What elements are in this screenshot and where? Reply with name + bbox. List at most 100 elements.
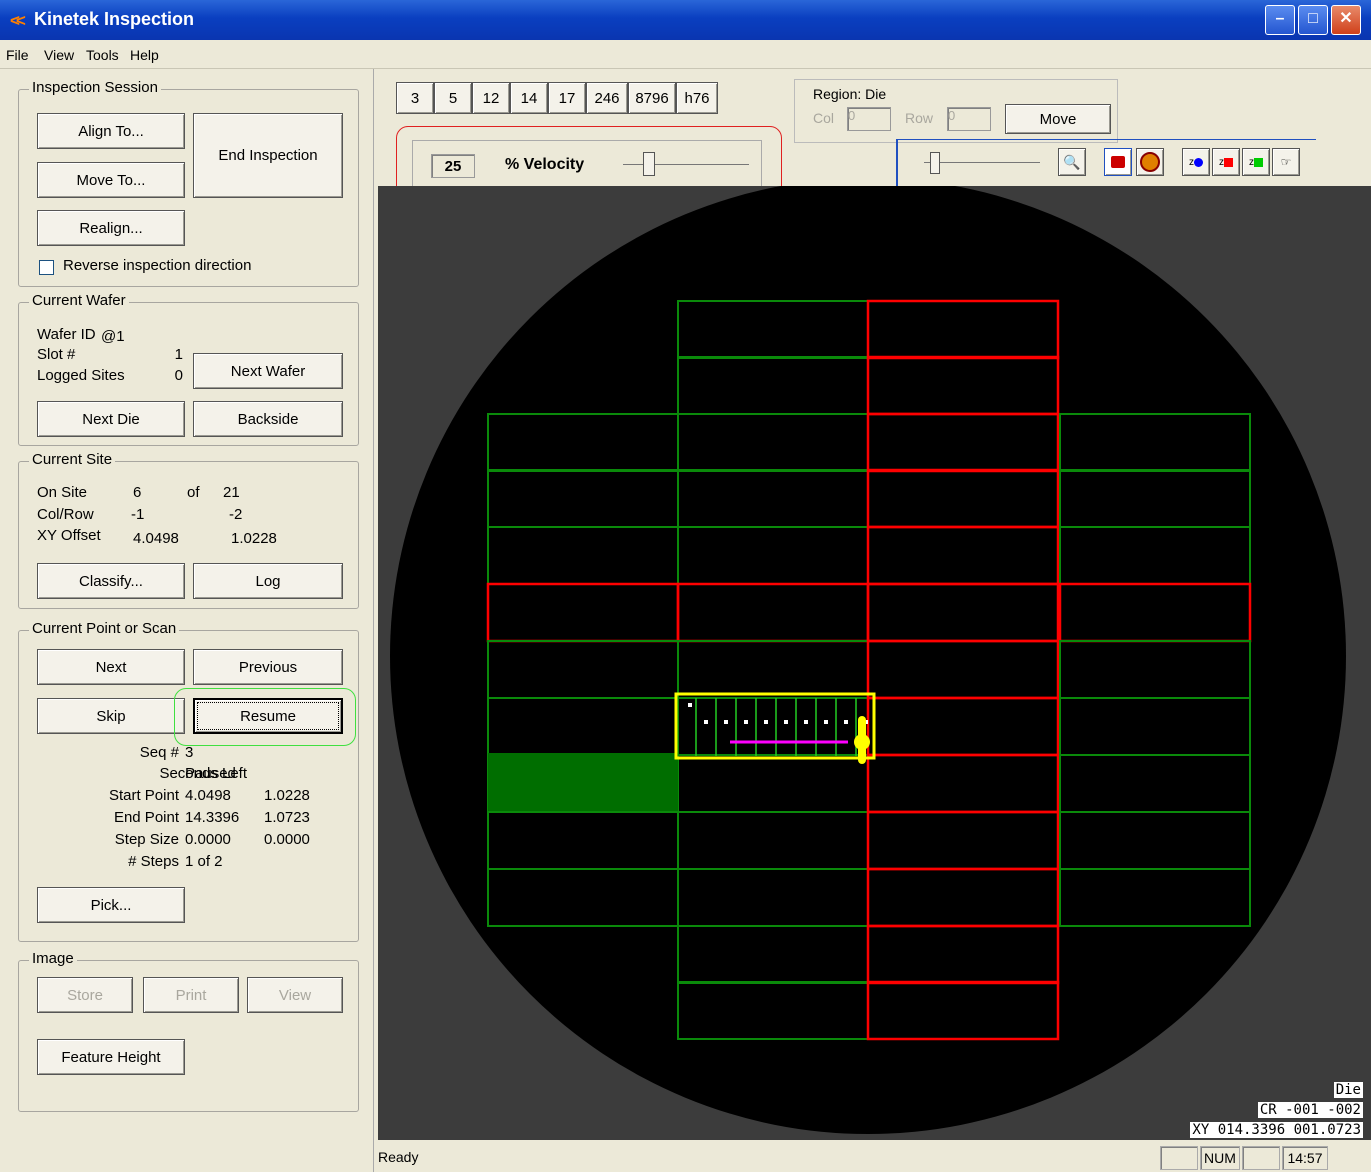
of-label: of — [187, 484, 200, 501]
z-blue-icon[interactable]: z — [1182, 148, 1210, 176]
menu-tools[interactable]: Tools — [86, 47, 119, 63]
region-panel: Region: Die Col 0 Row 0 Move — [794, 79, 1118, 143]
crosshair-icon[interactable] — [1136, 148, 1164, 176]
velocity-slider-thumb[interactable] — [643, 152, 655, 176]
maximize-button[interactable]: □ — [1298, 5, 1328, 35]
status-pane-caps — [1160, 1146, 1198, 1170]
reverse-direction-checkbox[interactable] — [39, 260, 54, 275]
previous-point-button[interactable]: Previous — [193, 649, 343, 685]
region-title: Region: Die — [813, 86, 887, 102]
steps-value: 1 of 2 — [185, 853, 223, 870]
readout-region: Die — [1333, 1082, 1363, 1098]
region-col-label: Col — [813, 110, 835, 126]
image-group: Image Store Print View Feature Height — [18, 950, 359, 1112]
wafer-map[interactable] — [378, 186, 1371, 1140]
readout-colrow: CR -001 -002 — [1257, 1102, 1363, 1118]
left-panel: Inspection Session Align To... Move To..… — [0, 69, 374, 1172]
velocity-value[interactable]: 25 — [431, 154, 475, 178]
col-value: -1 — [131, 506, 145, 523]
view-button[interactable]: View — [247, 977, 343, 1013]
step-x-value: 0.0000 — [185, 831, 231, 848]
align-to-button[interactable]: Align To... — [37, 113, 185, 149]
region-col-field[interactable]: 0 — [847, 107, 891, 131]
scan-point — [804, 720, 808, 724]
z-red-icon[interactable]: z — [1212, 148, 1240, 176]
slot-label: Slot # — [37, 346, 76, 363]
close-button[interactable]: ✕ — [1331, 5, 1361, 35]
menu-help[interactable]: Help — [130, 47, 159, 63]
die-cell[interactable] — [1059, 868, 1251, 927]
classify-button[interactable]: Classify... — [37, 563, 185, 599]
store-button[interactable]: Store — [37, 977, 133, 1013]
preset-button-3[interactable]: 3 — [396, 82, 434, 114]
status-num: NUM — [1200, 1146, 1240, 1170]
velocity-panel: 25 % Velocity — [412, 140, 762, 187]
skip-button[interactable]: Skip — [37, 698, 185, 734]
minimize-button[interactable]: – — [1265, 5, 1295, 35]
preset-button-8796[interactable]: 8796 — [628, 82, 676, 114]
zoom-slider-thumb[interactable] — [930, 152, 940, 174]
hand-icon[interactable]: ☞ — [1272, 148, 1300, 176]
step-size-label: Step Size — [114, 831, 179, 848]
menu-file[interactable]: File — [6, 47, 29, 63]
die-cell[interactable] — [866, 980, 1060, 1041]
reverse-direction-label: Reverse inspection direction — [63, 257, 252, 274]
logged-sites-label: Logged Sites — [37, 367, 125, 384]
wafer-map-viewport[interactable]: Die CR -001 -002 XY 014.3396 001.0723 — [378, 186, 1371, 1140]
end-inspection-button[interactable]: End Inspection — [193, 113, 343, 198]
zoom-slider-track[interactable] — [924, 162, 1040, 163]
image-title: Image — [29, 950, 77, 967]
current-point-title: Current Point or Scan — [29, 620, 180, 637]
region-row-field[interactable]: 0 — [947, 107, 991, 131]
lock-icon[interactable] — [1104, 148, 1132, 176]
current-wafer-title: Current Wafer — [29, 292, 129, 309]
current-wafer-group: Current Wafer Wafer ID @1 Slot # 1 Logge… — [18, 292, 359, 446]
next-wafer-button[interactable]: Next Wafer — [193, 353, 343, 389]
preset-button-246[interactable]: 246 — [586, 82, 628, 114]
backside-button[interactable]: Backside — [193, 401, 343, 437]
move-to-button[interactable]: Move To... — [37, 162, 185, 198]
window-title: Kinetek Inspection — [34, 9, 195, 29]
realign-button[interactable]: Realign... — [37, 210, 185, 246]
end-point-label: End Point — [113, 809, 179, 826]
seconds-left-label: Seconds Left — [159, 765, 247, 782]
feature-height-button[interactable]: Feature Height — [37, 1039, 185, 1075]
y-offset-value: 1.0228 — [231, 530, 277, 547]
menu-view[interactable]: View — [44, 47, 75, 63]
die-grid — [486, 299, 1252, 1041]
resume-button[interactable]: Resume — [193, 698, 343, 734]
current-site-group: Current Site On Site 6 of 21 Col/Row -1 … — [18, 451, 359, 609]
next-die-button[interactable]: Next Die — [37, 401, 185, 437]
readout-xy: XY 014.3396 001.0723 — [1190, 1122, 1363, 1138]
preset-button-17[interactable]: 17 — [548, 82, 586, 114]
on-site-value: 6 — [133, 484, 142, 501]
preset-button-5[interactable]: 5 — [434, 82, 472, 114]
x-offset-value: 4.0498 — [133, 530, 179, 547]
wafer-id-value: @1 — [101, 328, 125, 345]
preset-button-14[interactable]: 14 — [510, 82, 548, 114]
log-button[interactable]: Log — [193, 563, 343, 599]
print-button[interactable]: Print — [143, 977, 239, 1013]
z-green-icon[interactable]: z — [1242, 148, 1270, 176]
velocity-slider-track[interactable] — [623, 164, 749, 165]
seq-label: Seq # — [139, 744, 179, 761]
current-site-title: Current Site — [29, 451, 116, 468]
top-toolbar: 3 5 12 14 17 246 8796 h76 25 % Velocity … — [374, 69, 1371, 212]
next-point-button[interactable]: Next — [37, 649, 185, 685]
start-x-value: 4.0498 — [185, 787, 231, 804]
status-text: Ready — [378, 1149, 419, 1165]
app-logo-icon: << — [10, 11, 26, 30]
colrow-label: Col/Row — [37, 506, 94, 523]
steps-label: # Steps — [128, 853, 179, 870]
preset-button-h76[interactable]: h76 — [676, 82, 718, 114]
current-point-group: Current Point or Scan Next Previous Skip… — [18, 620, 359, 942]
preset-button-12[interactable]: 12 — [472, 82, 510, 114]
region-move-button[interactable]: Move — [1005, 104, 1111, 134]
scan-point — [824, 720, 828, 724]
start-y-value: 1.0228 — [264, 787, 310, 804]
start-point-label: Start Point — [108, 787, 179, 804]
pick-button[interactable]: Pick... — [37, 887, 185, 923]
step-y-value: 0.0000 — [264, 831, 310, 848]
scan-cursor-handle[interactable] — [858, 716, 866, 764]
zoom-icon[interactable]: 🔍 — [1058, 148, 1086, 176]
